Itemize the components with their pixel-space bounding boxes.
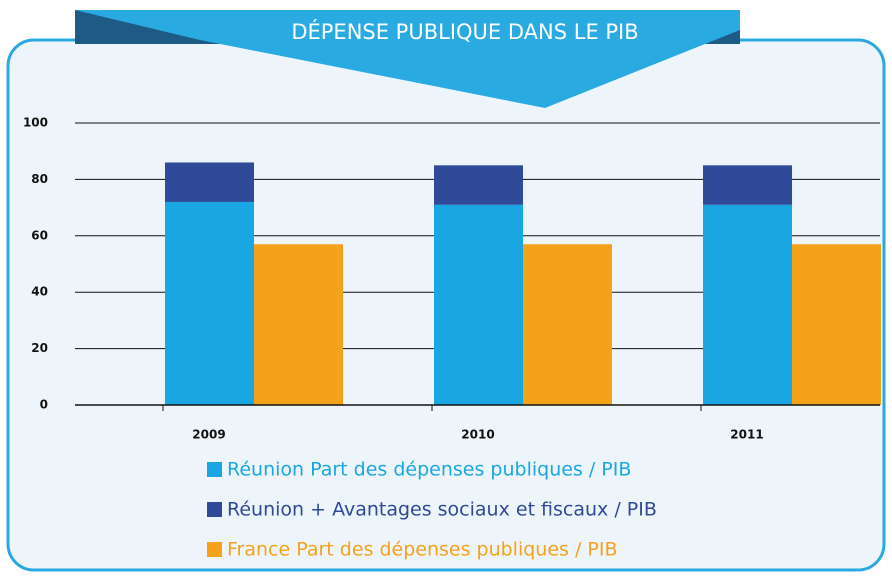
bar: [434, 165, 523, 205]
y-tick-label: 80: [31, 172, 48, 186]
bar: [434, 204, 523, 405]
x-tick-label: 2009: [192, 428, 225, 442]
chart-title: DÉPENSE PUBLIQUE DANS LE PIB: [291, 20, 639, 44]
y-tick-label: 20: [31, 341, 48, 355]
bar: [165, 201, 254, 405]
y-tick-label: 40: [31, 285, 48, 299]
legend-swatch: [207, 502, 222, 517]
bar: [254, 244, 343, 405]
y-tick-label: 0: [40, 398, 48, 412]
legend-swatch: [207, 542, 222, 557]
bar: [703, 204, 792, 405]
y-tick-label: 100: [23, 116, 48, 130]
x-tick-label: 2010: [461, 428, 494, 442]
bar: [792, 244, 881, 405]
x-tick-label: 2011: [730, 428, 763, 442]
bar: [165, 162, 254, 202]
bar: [703, 165, 792, 205]
legend-label: Réunion Part des dépenses publiques / PI…: [227, 459, 631, 481]
y-tick-label: 60: [31, 228, 48, 242]
banner-arrow: [75, 10, 740, 108]
legend-label: Réunion + Avantages sociaux et fiscaux /…: [227, 499, 657, 521]
legend-label: France Part des dépenses publiques / PIB: [227, 539, 618, 561]
legend-swatch: [207, 462, 222, 477]
bar: [523, 244, 612, 405]
